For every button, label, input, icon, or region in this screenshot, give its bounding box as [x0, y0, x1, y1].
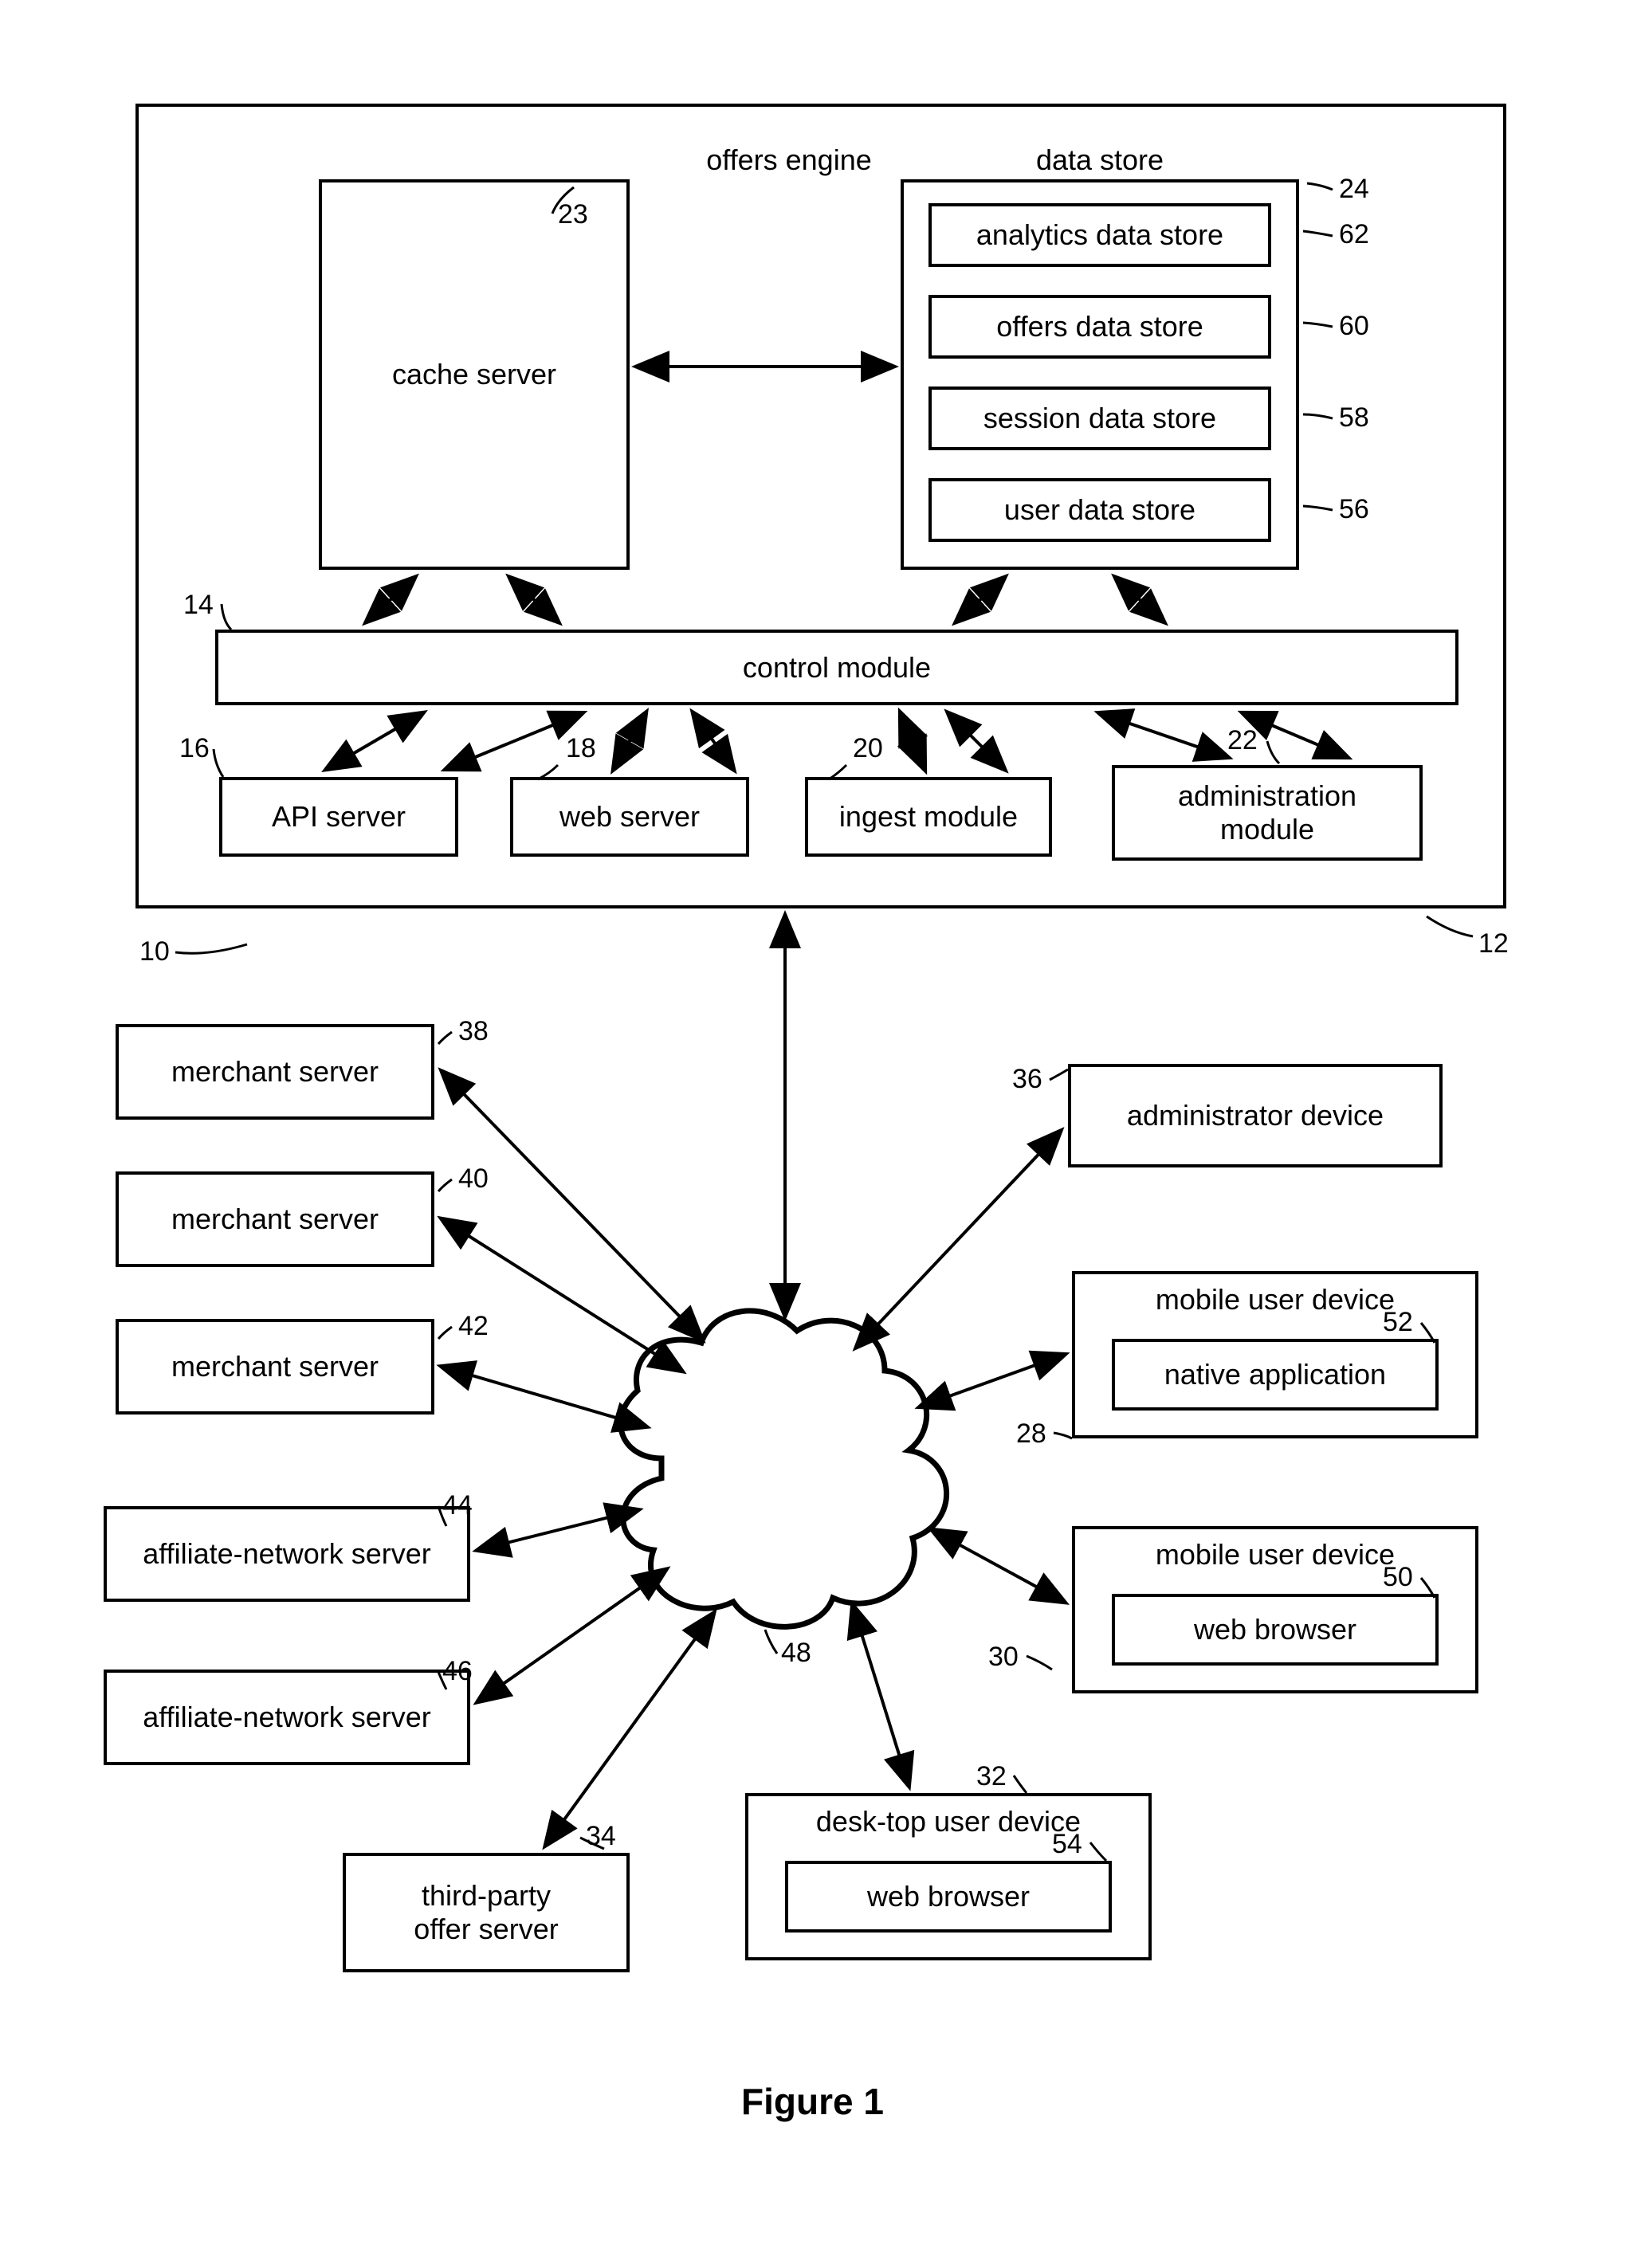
ref-32: 32 [976, 1761, 1007, 1792]
ref-56: 56 [1339, 494, 1369, 525]
ref-18: 18 [566, 733, 596, 764]
session-data-store-label: session data store [983, 402, 1216, 435]
desktop-inner-label: web browser [867, 1880, 1030, 1913]
ref-44: 44 [442, 1490, 473, 1521]
control-module-box: control module [215, 630, 1458, 705]
third-party-box: third-party offer server [343, 1853, 630, 1972]
mobile-browser-inner-box: web browser [1112, 1594, 1439, 1666]
ref-24: 24 [1339, 174, 1369, 205]
session-data-store-box: session data store [928, 387, 1271, 450]
native-application-label: native application [1164, 1358, 1386, 1391]
ref-34: 34 [586, 1821, 616, 1852]
ref-38: 38 [458, 1016, 489, 1047]
native-application-box: native application [1112, 1339, 1439, 1411]
ref-54: 54 [1052, 1829, 1082, 1860]
third-party-label: third-party offer server [414, 1879, 558, 1946]
ref-46: 46 [442, 1656, 473, 1687]
ref-60: 60 [1339, 311, 1369, 342]
cloud-icon [621, 1311, 947, 1626]
offers-data-store-label: offers data store [996, 310, 1203, 343]
affiliate-2-box: affiliate-network server [104, 1670, 470, 1765]
merchant-server-1-box: merchant server [116, 1024, 434, 1120]
cache-server-box: cache server [319, 179, 630, 570]
ref-23: 23 [558, 199, 588, 230]
ref-30: 30 [988, 1642, 1019, 1673]
desktop-inner-box: web browser [785, 1861, 1112, 1933]
ref-42: 42 [458, 1311, 489, 1342]
mobile-browser-inner-label: web browser [1194, 1613, 1356, 1646]
offers-engine-title: offers engine [685, 143, 893, 177]
merchant-server-3-box: merchant server [116, 1319, 434, 1415]
merchant-server-1-label: merchant server [171, 1055, 379, 1089]
ref-52: 52 [1383, 1307, 1413, 1338]
admin-device-box: administrator device [1068, 1064, 1443, 1167]
admin-device-label: administrator device [1127, 1099, 1384, 1132]
cache-server-label: cache server [392, 358, 556, 391]
web-server-box: web server [510, 777, 749, 857]
analytics-data-store-box: analytics data store [928, 203, 1271, 267]
merchant-server-3-label: merchant server [171, 1350, 379, 1383]
user-data-store-box: user data store [928, 478, 1271, 542]
ref-22: 22 [1227, 725, 1258, 756]
ref-20: 20 [853, 733, 883, 764]
ingest-module-box: ingest module [805, 777, 1052, 857]
user-data-store-label: user data store [1004, 493, 1195, 527]
admin-module-label: administration module [1178, 779, 1356, 846]
api-server-box: API server [219, 777, 458, 857]
ingest-module-label: ingest module [839, 800, 1018, 834]
ref-62: 62 [1339, 219, 1369, 250]
ref-16: 16 [179, 733, 210, 764]
ref-36: 36 [1012, 1064, 1042, 1095]
data-store-title: data store [1012, 143, 1188, 177]
ref-28: 28 [1016, 1418, 1046, 1450]
ref-10: 10 [139, 936, 170, 967]
merchant-server-2-label: merchant server [171, 1203, 379, 1236]
api-server-label: API server [272, 800, 406, 834]
ref-50: 50 [1383, 1562, 1413, 1593]
ref-14: 14 [183, 590, 214, 621]
affiliate-2-label: affiliate-network server [143, 1701, 430, 1734]
ref-12: 12 [1478, 928, 1509, 959]
affiliate-1-label: affiliate-network server [143, 1537, 430, 1571]
control-module-label: control module [743, 651, 931, 685]
ref-58: 58 [1339, 402, 1369, 434]
offers-data-store-box: offers data store [928, 295, 1271, 359]
ref-48: 48 [781, 1638, 811, 1669]
figure-title: Figure 1 [741, 2080, 884, 2123]
admin-module-box: administration module [1112, 765, 1423, 861]
analytics-data-store-label: analytics data store [976, 218, 1223, 252]
merchant-server-2-box: merchant server [116, 1171, 434, 1267]
diagram-canvas: offers engine cache server data store an… [0, 0, 1641, 2268]
affiliate-1-box: affiliate-network server [104, 1506, 470, 1602]
ref-40: 40 [458, 1163, 489, 1195]
web-server-label: web server [559, 800, 700, 834]
